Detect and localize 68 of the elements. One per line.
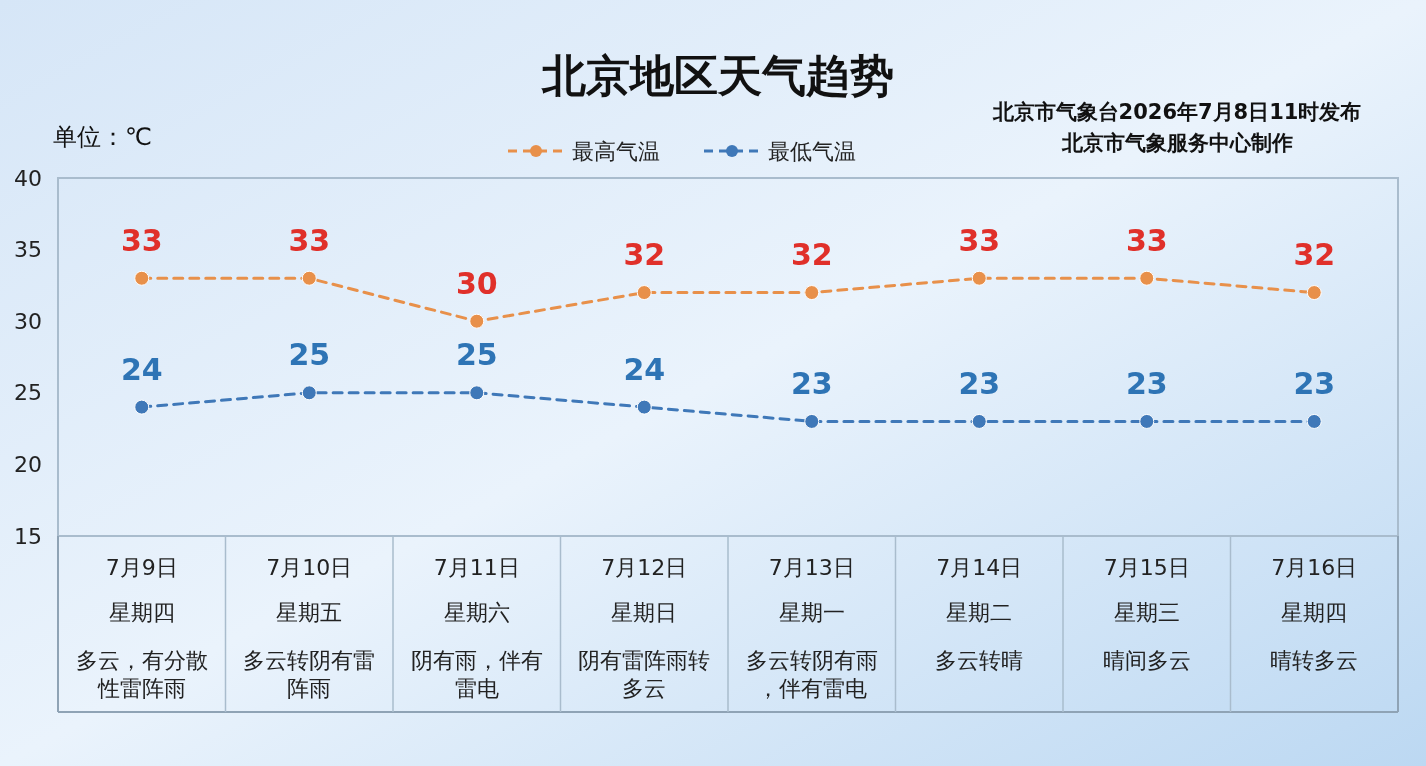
y-tick-label: 25 [14,380,42,406]
y-tick-label: 40 [14,165,42,191]
data-label: 24 [120,351,163,387]
point [636,285,652,301]
point [1306,285,1322,301]
point [134,399,150,415]
data-label: 25 [288,337,331,373]
point [301,385,317,401]
text: 星期四 [1281,599,1348,625]
text: 星期四 [108,599,175,625]
point [1139,270,1155,286]
text: 多云转阴有雨，伴有雷电 [745,647,878,701]
text: 晴间多云 [1102,647,1191,673]
text: 阴有雷阵雨转多云 [578,647,711,701]
y-tick-label: 30 [14,308,42,334]
data-label: 25 [455,337,498,373]
text: 星期二 [946,599,1013,625]
point [469,385,485,401]
data-label: 32 [1293,237,1336,273]
data-label: 32 [623,237,666,273]
text: 星期一 [778,599,845,625]
point [134,270,150,286]
data-label: 33 [288,222,331,258]
point [804,413,820,429]
text: 星期五 [276,599,343,625]
chart-title: 北京地区天气趋势 [541,49,894,101]
data-label: 33 [1125,222,1168,258]
x-tick-label: 7月15日 [1103,554,1190,580]
y-tick-label: 15 [14,523,42,549]
data-label: 23 [790,365,833,401]
legend-label: 最低气温 [768,138,856,164]
data-label: 24 [623,351,666,387]
x-tick-label: 7月9日 [105,554,178,580]
point [1306,413,1322,429]
data-label: 32 [790,237,833,273]
data-label: 23 [958,365,1001,401]
point [804,285,820,301]
x-tick-label: 7月11日 [433,554,520,580]
text: 多云转阴有雷阵雨 [243,647,376,701]
x-tick-label: 7月14日 [936,554,1023,580]
text: 星期三 [1113,599,1180,625]
point [636,399,652,415]
text: 单位：℃ [53,123,152,151]
text: 晴转多云 [1270,647,1359,673]
x-tick-label: 7月16日 [1271,554,1358,580]
point [971,270,987,286]
point [301,270,317,286]
text: 多云，有分散性雷阵雨 [75,647,208,701]
data-label: 30 [455,265,498,301]
x-tick-label: 7月13日 [768,554,855,580]
data-label: 33 [958,222,1001,258]
x-tick-label: 7月10日 [266,554,353,580]
text: 北京市气象服务中心制作 [1060,131,1293,155]
data-label: 23 [1125,365,1168,401]
data-label: 33 [120,222,163,258]
point [469,313,485,329]
x-tick-label: 7月12日 [601,554,688,580]
y-tick-label: 20 [14,451,42,477]
text: 多云转晴 [935,647,1024,673]
legend-label: 最高气温 [572,138,660,164]
text: 北京市气象台2026年7月8日11时发布 [991,100,1362,124]
y-tick-label: 35 [14,237,42,263]
point [1139,413,1155,429]
point [971,413,987,429]
text: 星期日 [611,599,678,625]
text: 阴有雨，伴有雷电 [410,647,543,701]
data-label: 23 [1293,365,1336,401]
text: 星期六 [443,599,510,625]
